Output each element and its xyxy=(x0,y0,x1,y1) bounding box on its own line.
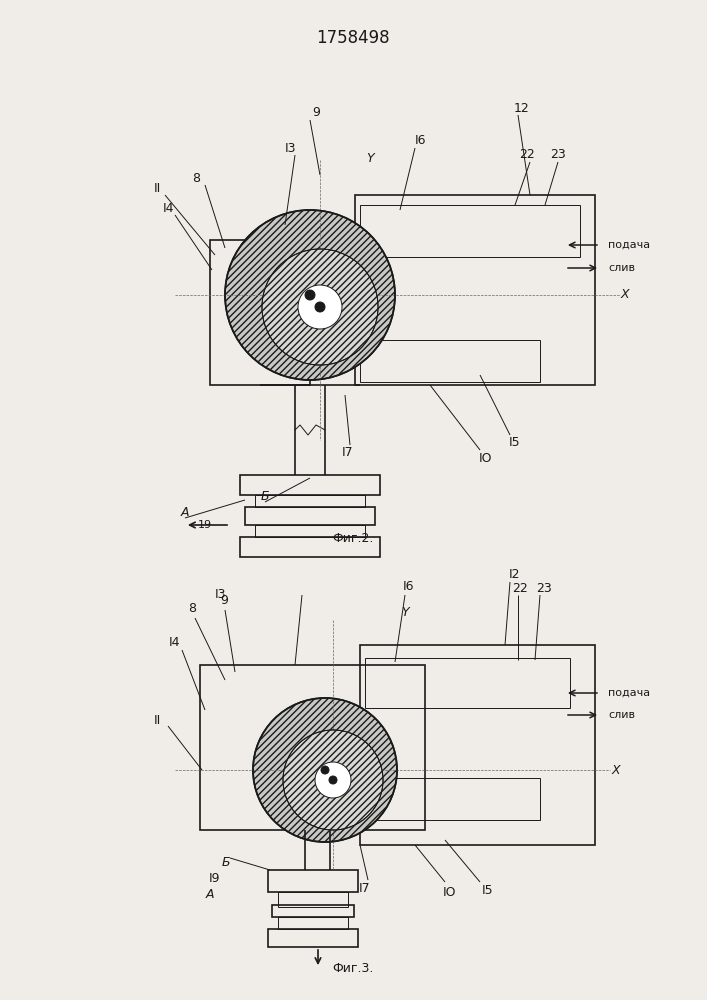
Bar xyxy=(240,475,380,495)
Circle shape xyxy=(253,698,397,842)
Text: подача: подача xyxy=(608,240,650,250)
Text: IO: IO xyxy=(443,886,457,898)
Text: 22: 22 xyxy=(512,582,528,594)
Text: I6: I6 xyxy=(414,133,426,146)
Text: I7: I7 xyxy=(342,446,354,458)
Bar xyxy=(278,917,348,929)
Bar xyxy=(255,495,365,507)
Bar xyxy=(245,507,375,525)
Text: Фиг.3.: Фиг.3. xyxy=(332,962,374,974)
Circle shape xyxy=(305,290,315,300)
Text: Y: Y xyxy=(401,605,409,618)
Circle shape xyxy=(225,210,395,380)
Text: 19: 19 xyxy=(198,520,212,530)
Text: 1758498: 1758498 xyxy=(316,29,390,47)
Text: 23: 23 xyxy=(550,148,566,161)
Text: слив: слив xyxy=(608,710,635,720)
Text: 9: 9 xyxy=(220,593,228,606)
Text: I3: I3 xyxy=(214,588,226,601)
Text: слив: слив xyxy=(608,263,635,273)
Text: I7: I7 xyxy=(359,882,370,894)
Bar xyxy=(272,905,354,917)
Bar xyxy=(360,340,540,382)
Text: I4: I4 xyxy=(168,637,180,650)
Circle shape xyxy=(315,302,325,312)
Bar xyxy=(210,240,310,385)
Text: Б: Б xyxy=(222,856,230,868)
Text: 23: 23 xyxy=(536,582,552,594)
Text: X: X xyxy=(612,764,620,776)
Circle shape xyxy=(329,776,337,784)
Text: Б: Б xyxy=(261,490,269,504)
Text: II: II xyxy=(153,714,160,726)
Text: I4: I4 xyxy=(162,202,174,215)
Circle shape xyxy=(315,762,351,798)
Text: IO: IO xyxy=(479,452,493,464)
Text: II: II xyxy=(153,182,160,194)
Bar xyxy=(360,645,595,845)
Text: I6: I6 xyxy=(402,580,414,592)
Text: I9: I9 xyxy=(209,871,221,884)
Circle shape xyxy=(321,766,329,774)
Bar xyxy=(240,537,380,557)
Bar xyxy=(255,525,365,537)
Bar xyxy=(200,665,425,830)
Text: I2: I2 xyxy=(508,568,520,580)
Text: 9: 9 xyxy=(312,105,320,118)
Text: Фиг.2.: Фиг.2. xyxy=(332,532,374,544)
Bar xyxy=(355,195,595,385)
Bar xyxy=(268,870,358,892)
Text: 12: 12 xyxy=(514,102,530,114)
Text: А: А xyxy=(181,506,189,518)
Text: подача: подача xyxy=(608,688,650,698)
Text: 8: 8 xyxy=(188,601,196,614)
Bar xyxy=(365,778,540,820)
Text: X: X xyxy=(621,288,629,302)
Text: I5: I5 xyxy=(509,436,521,450)
Circle shape xyxy=(298,285,342,329)
Bar xyxy=(278,892,348,907)
Text: 8: 8 xyxy=(192,172,200,184)
Text: 22: 22 xyxy=(519,148,535,161)
Circle shape xyxy=(283,730,383,830)
Circle shape xyxy=(262,249,378,365)
Text: Y: Y xyxy=(366,151,374,164)
Bar xyxy=(360,205,580,257)
Text: I3: I3 xyxy=(284,141,296,154)
Bar xyxy=(268,929,358,947)
Text: А: А xyxy=(206,888,214,902)
Text: I5: I5 xyxy=(482,884,493,896)
Bar xyxy=(365,658,570,708)
